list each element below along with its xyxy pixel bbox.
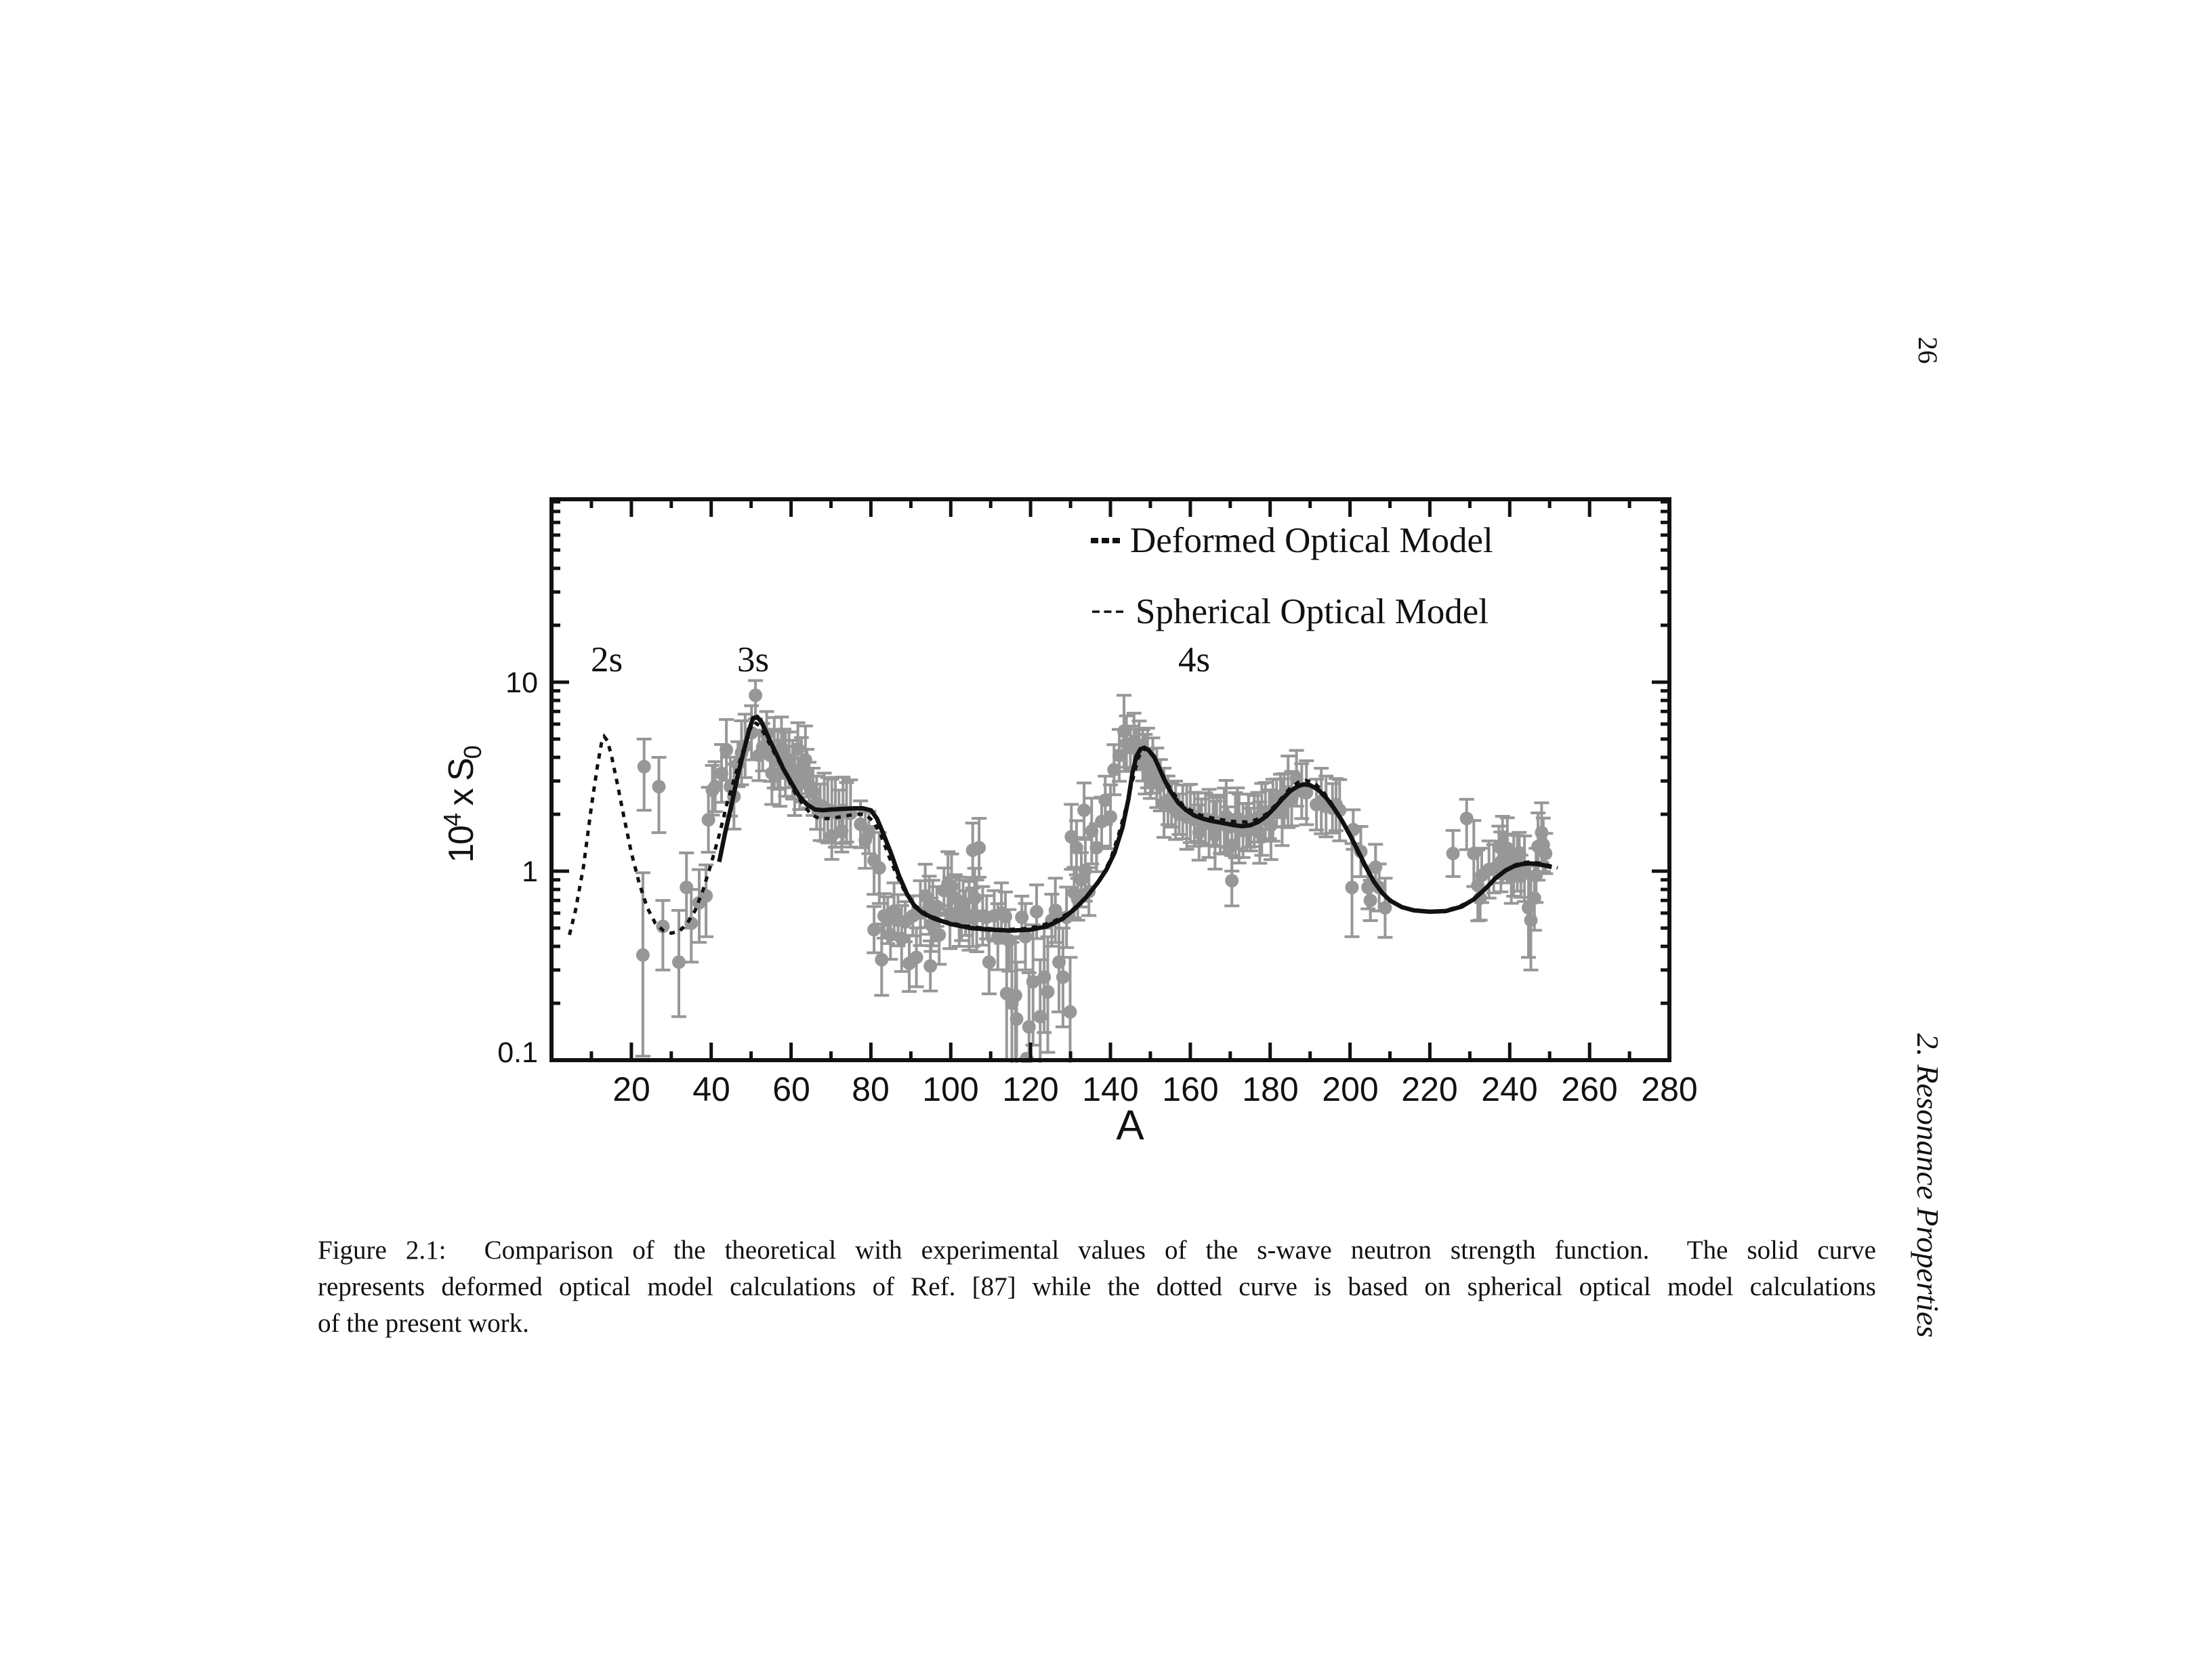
svg-text:4s: 4s (1178, 640, 1210, 679)
svg-text:A: A (1116, 1102, 1144, 1149)
svg-text:20: 20 (612, 1070, 650, 1108)
svg-text:160: 160 (1162, 1070, 1218, 1108)
svg-text:Spherical Optical Model: Spherical Optical Model (1136, 592, 1489, 631)
svg-text:2s: 2s (591, 640, 623, 679)
svg-text:180: 180 (1242, 1070, 1298, 1108)
svg-text:Deformed Optical Model: Deformed Optical Model (1130, 521, 1493, 560)
svg-text:3s: 3s (737, 640, 769, 679)
svg-text:220: 220 (1401, 1070, 1457, 1108)
svg-text:1: 1 (522, 856, 538, 888)
svg-text:240: 240 (1481, 1070, 1537, 1108)
svg-text:100: 100 (922, 1070, 978, 1108)
svg-text:104 x S0: 104 x S0 (438, 746, 486, 862)
svg-text:0.1: 0.1 (497, 1036, 538, 1069)
svg-text:140: 140 (1082, 1070, 1138, 1108)
svg-text:120: 120 (1002, 1070, 1058, 1108)
svg-text:80: 80 (852, 1070, 890, 1108)
svg-text:260: 260 (1561, 1070, 1617, 1108)
svg-text:280: 280 (1641, 1070, 1697, 1108)
svg-text:40: 40 (692, 1070, 730, 1108)
svg-text:200: 200 (1322, 1070, 1378, 1108)
svg-text:60: 60 (772, 1070, 810, 1108)
svg-text:10: 10 (505, 667, 538, 699)
